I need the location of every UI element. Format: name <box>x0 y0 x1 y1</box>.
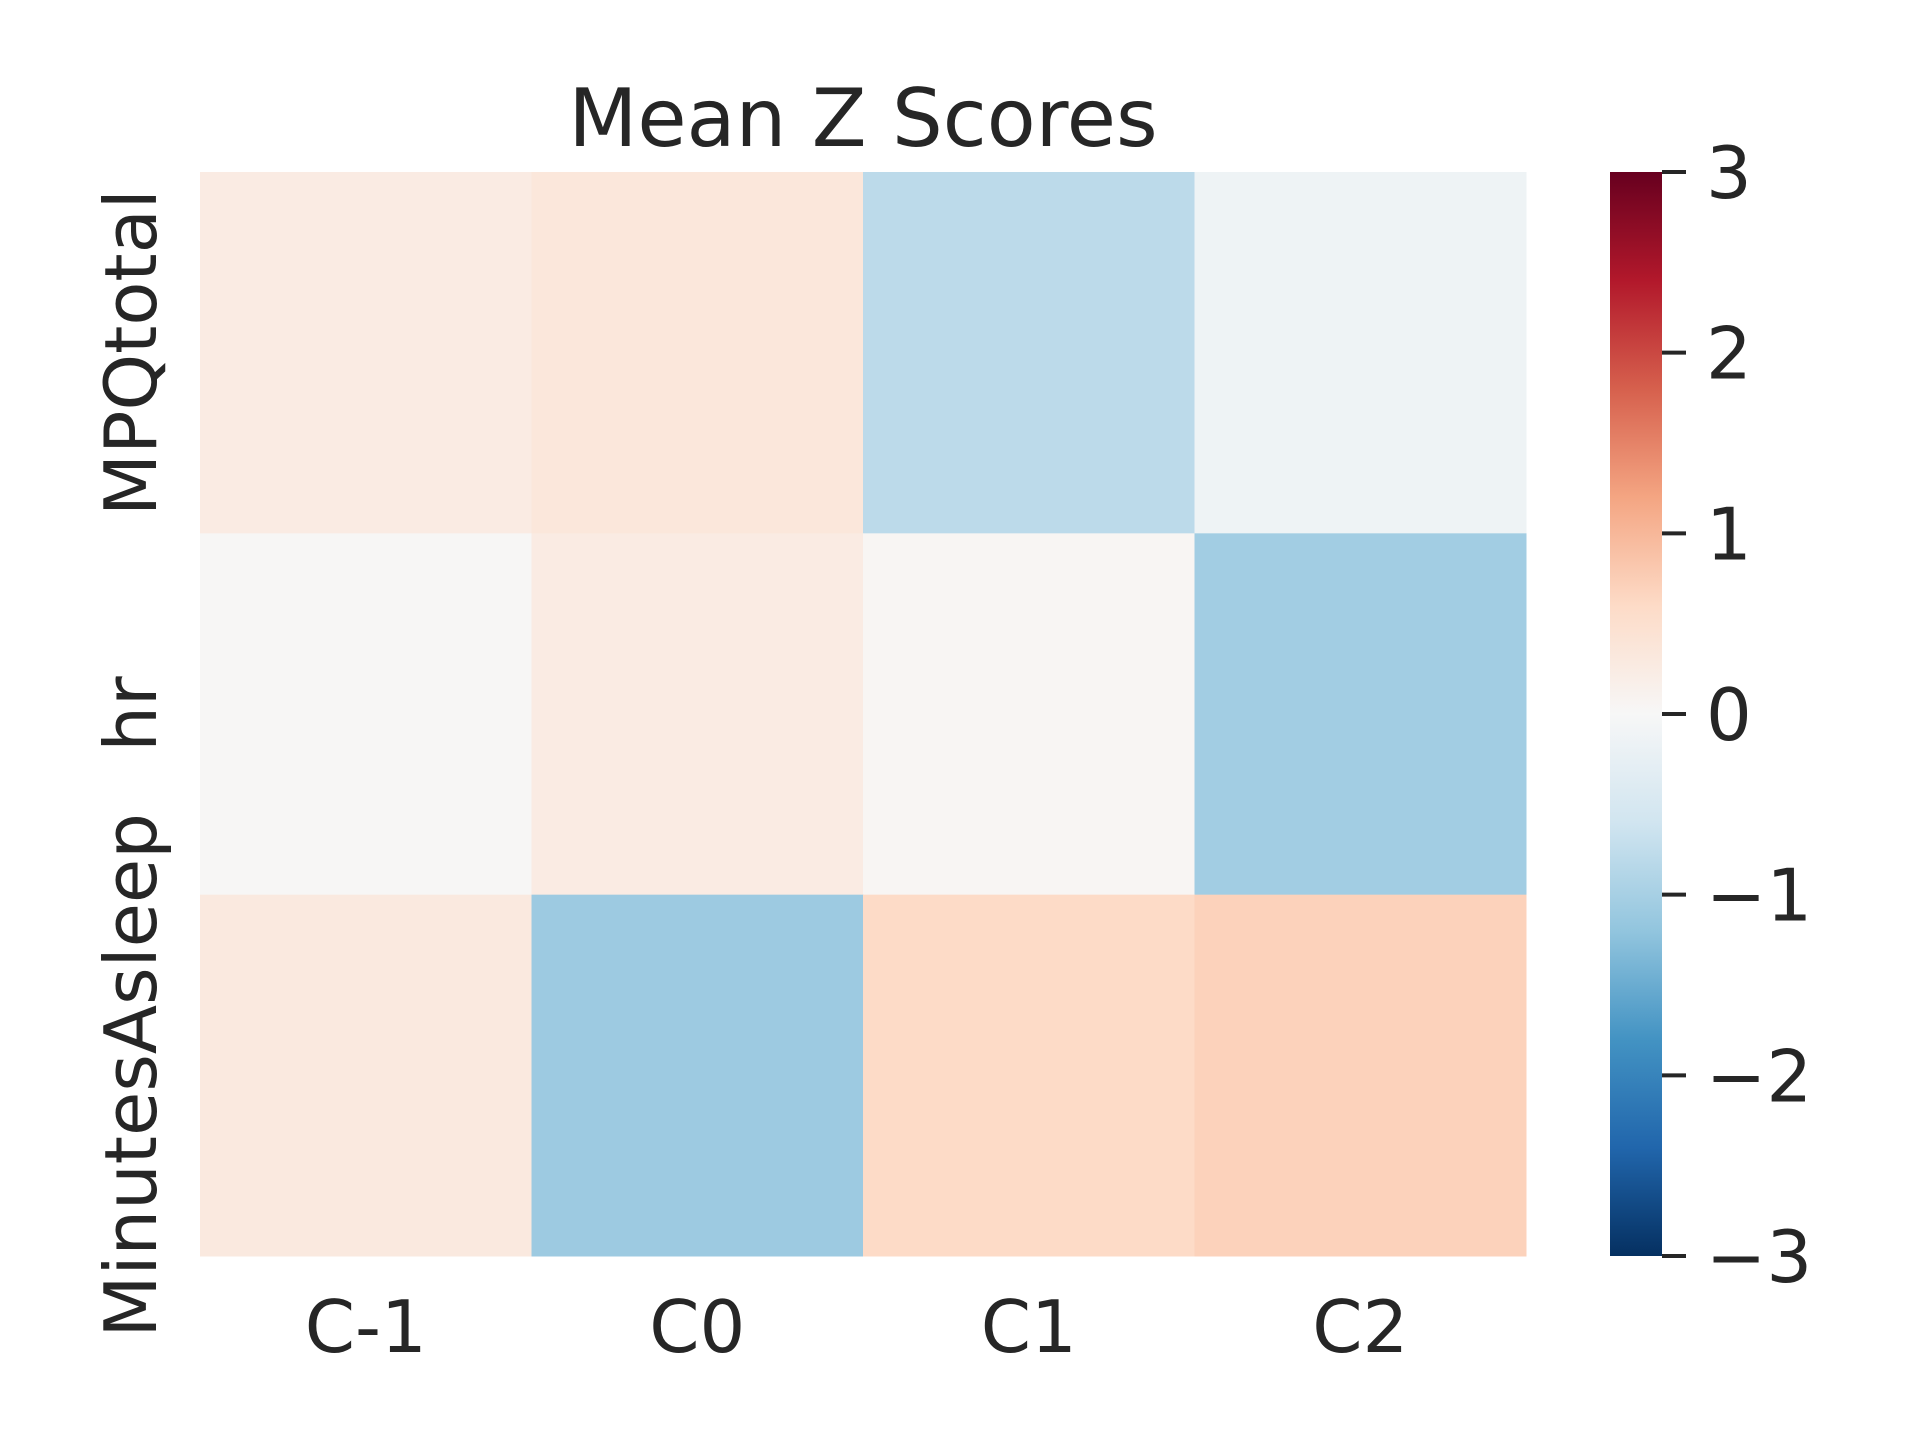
colorbar-ticks: 3 2 1 0 −1 −2 −3 <box>1662 131 1812 1299</box>
heatmap-cell <box>1194 172 1527 534</box>
chart-title: Mean Z Scores <box>568 72 1157 165</box>
heatmap-cell <box>863 894 1195 1257</box>
colorbar-tick-label: −1 <box>1706 854 1812 938</box>
y-tick-label: MinutesAsleep <box>89 813 173 1338</box>
heatmap-cell <box>200 533 532 896</box>
colorbar-tick-label: −2 <box>1706 1034 1812 1118</box>
heatmap-cell <box>200 172 532 534</box>
x-tick-label: C2 <box>1312 1285 1408 1369</box>
colorbar-tick-label: −3 <box>1706 1215 1812 1299</box>
x-tick-label: C-1 <box>305 1285 427 1369</box>
x-tick-label: C0 <box>649 1285 745 1369</box>
colorbar-tick-label: 2 <box>1706 312 1752 396</box>
heatmap-cell <box>863 172 1195 534</box>
heatmap-cell <box>1194 894 1527 1257</box>
x-tick-labels: C-1 C0 C1 C2 <box>305 1285 1409 1369</box>
y-tick-labels: MPQtotal hr MinutesAsleep <box>89 189 173 1337</box>
heatmap-cell <box>531 172 864 534</box>
colorbar-tick-label: 1 <box>1706 492 1752 576</box>
colorbar-tick-label: 3 <box>1706 131 1752 215</box>
colorbar <box>1610 172 1662 1256</box>
heatmap-cell <box>531 533 864 896</box>
y-tick-label: hr <box>89 676 173 752</box>
heatmap-cell <box>200 894 532 1257</box>
heatmap-cell <box>531 894 864 1257</box>
heatmap-cell <box>863 533 1195 896</box>
y-tick-label: MPQtotal <box>89 189 173 516</box>
colorbar-tick-label: 0 <box>1706 673 1752 757</box>
heatmap-cell <box>1194 533 1527 896</box>
heatmap-cells <box>200 172 1527 1257</box>
x-tick-label: C1 <box>981 1285 1077 1369</box>
